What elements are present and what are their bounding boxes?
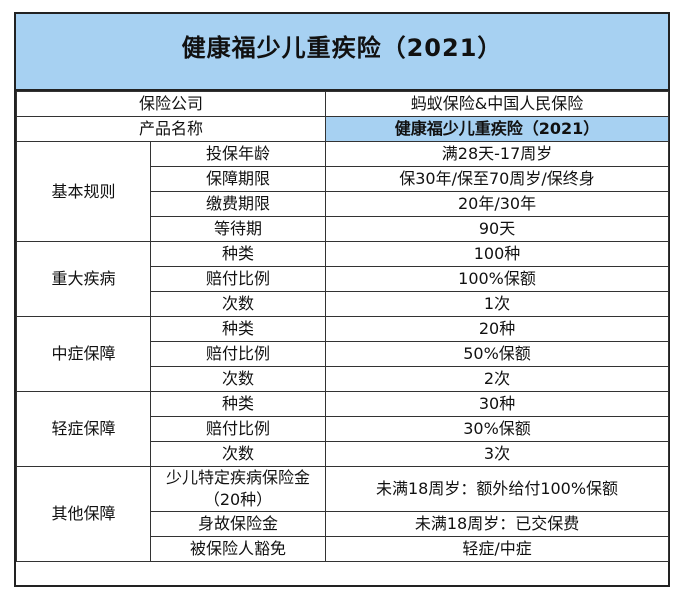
item-value: 保30年/保至70周岁/保终身	[325, 166, 670, 192]
table-row: 赔付比例 50%保额	[17, 341, 670, 367]
item-value: 30%保额	[325, 416, 670, 442]
category-cell: 轻症保障	[16, 391, 151, 467]
table-row: 赔付比例 30%保额	[17, 416, 670, 442]
table-row: 其他保障 少儿特定疾病保险金（20种） 未满18周岁：额外给付100%保额	[16, 466, 670, 562]
table-row: 基本规则 投保年龄 满28天-17周岁	[16, 141, 670, 242]
table-row: 中症保障 种类 20种	[16, 316, 670, 392]
item-value: 20年/30年	[325, 191, 670, 217]
table-row: 等待期 90天	[17, 216, 670, 242]
item-value: 1次	[325, 291, 670, 317]
item-label: 种类	[149, 241, 327, 267]
table-row: 被保险人豁免 轻症/中症	[17, 536, 670, 562]
row-value-product: 健康福少儿重疾险（2021）	[325, 116, 670, 142]
item-label: 等待期	[149, 216, 327, 242]
item-value: 满28天-17周岁	[325, 141, 670, 167]
row-value-company: 蚂蚁保险&中国人民保险	[325, 91, 670, 117]
category-cell: 基本规则	[16, 141, 151, 242]
item-label: 投保年龄	[149, 141, 327, 167]
item-value: 100种	[325, 241, 670, 267]
item-label: 保障期限	[149, 166, 327, 192]
table-row: 产品名称 健康福少儿重疾险（2021）	[15, 116, 670, 142]
table-row: 赔付比例 100%保额	[17, 266, 670, 292]
item-value: 50%保额	[325, 341, 670, 367]
category-cell: 中症保障	[16, 316, 151, 392]
insurance-table-frame: 健康福少儿重疾险（2021） 保险公司 蚂蚁保险&中国人民保险 产品名称 健康福…	[14, 12, 670, 587]
table-row: 重大疾病 种类 100种	[16, 241, 670, 317]
item-label: 种类	[149, 316, 327, 342]
category-cell: 重大疾病	[16, 241, 151, 317]
table-row: 次数 1次	[17, 291, 670, 317]
page-title: 健康福少儿重疾险（2021）	[16, 14, 668, 91]
item-label: 种类	[149, 391, 327, 417]
category-cell: 其他保障	[16, 466, 151, 562]
item-label: 次数	[149, 441, 327, 467]
item-label: 赔付比例	[149, 266, 327, 292]
table-row: 保障期限 保30年/保至70周岁/保终身	[17, 166, 670, 192]
table-row: 保险公司 蚂蚁保险&中国人民保险	[15, 91, 670, 117]
insurance-table: 保险公司 蚂蚁保险&中国人民保险 产品名称 健康福少儿重疾险（2021） 基本规…	[15, 91, 670, 562]
item-value: 轻症/中症	[325, 536, 670, 562]
item-label: 赔付比例	[149, 341, 327, 367]
item-label: 被保险人豁免	[149, 536, 327, 562]
table-row: 次数 2次	[17, 366, 670, 392]
table-row: 缴费期限 20年/30年	[17, 191, 670, 217]
item-value: 100%保额	[325, 266, 670, 292]
item-value: 未满18周岁：额外给付100%保额	[325, 466, 670, 512]
item-value: 30种	[325, 391, 670, 417]
item-value: 90天	[325, 216, 670, 242]
table-row: 身故保险金 未满18周岁：已交保费	[17, 511, 670, 537]
item-value: 未满18周岁：已交保费	[325, 511, 670, 537]
item-label: 身故保险金	[149, 511, 327, 537]
item-label: 少儿特定疾病保险金（20种）	[149, 466, 327, 512]
table-row: 轻症保障 种类 30种	[16, 391, 670, 467]
row-label-product: 产品名称	[15, 116, 327, 142]
item-label: 缴费期限	[149, 191, 327, 217]
item-value: 2次	[325, 366, 670, 392]
item-value: 20种	[325, 316, 670, 342]
item-value: 3次	[325, 441, 670, 467]
item-label: 次数	[149, 291, 327, 317]
item-label: 赔付比例	[149, 416, 327, 442]
item-label: 次数	[149, 366, 327, 392]
row-label-company: 保险公司	[15, 91, 327, 117]
